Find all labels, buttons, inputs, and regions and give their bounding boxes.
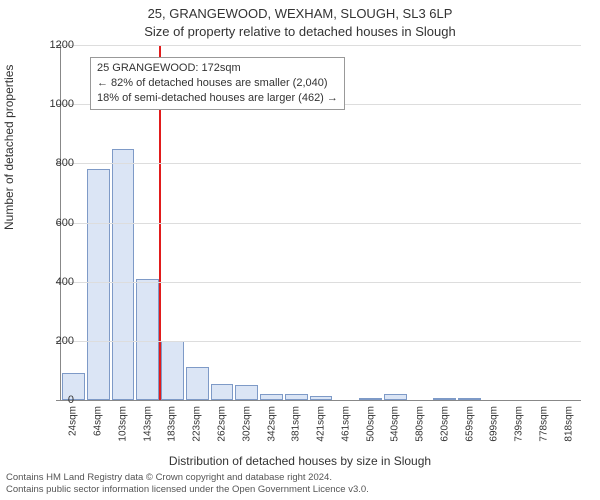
x-tick-label: 183sqm	[167, 406, 178, 442]
bar	[458, 398, 481, 400]
y-tick-label: 1000	[44, 98, 74, 110]
x-tick-label: 64sqm	[93, 406, 104, 436]
x-tick-label: 103sqm	[117, 406, 128, 442]
x-tick-label: 421sqm	[316, 406, 327, 442]
footer-line2: Contains public sector information licen…	[6, 484, 594, 496]
x-tick-label: 500sqm	[365, 406, 376, 442]
gridline	[61, 223, 581, 224]
bar	[112, 149, 135, 400]
annotation-line: 18% of semi-detached houses are larger (…	[97, 91, 338, 106]
x-tick-label: 24sqm	[68, 406, 79, 436]
x-tick-label: 699sqm	[489, 406, 500, 442]
x-tick-label: 262sqm	[216, 406, 227, 442]
annotation-line: 25 GRANGEWOOD: 172sqm	[97, 61, 338, 76]
chart-title-line2: Size of property relative to detached ho…	[0, 24, 600, 39]
x-tick-label: 302sqm	[241, 406, 252, 442]
gridline	[61, 163, 581, 164]
bar	[285, 394, 308, 400]
y-axis-label: Number of detached properties	[2, 65, 16, 230]
bar	[87, 169, 110, 400]
bar	[235, 385, 258, 400]
bar	[384, 394, 407, 400]
bar	[136, 279, 159, 400]
y-tick-label: 0	[44, 394, 74, 406]
x-tick-label: 143sqm	[142, 406, 153, 442]
x-tick-label: 342sqm	[266, 406, 277, 442]
x-tick-label: 223sqm	[192, 406, 203, 442]
annotation-line: ← 82% of detached houses are smaller (2,…	[97, 76, 338, 91]
bar	[359, 398, 382, 400]
y-tick-label: 600	[44, 217, 74, 229]
gridline	[61, 45, 581, 46]
bar	[161, 341, 184, 400]
footer-attribution: Contains HM Land Registry data © Crown c…	[0, 472, 600, 498]
gridline	[61, 341, 581, 342]
x-tick-label: 461sqm	[340, 406, 351, 442]
x-tick-label: 620sqm	[439, 406, 450, 442]
y-tick-label: 400	[44, 276, 74, 288]
bar	[186, 367, 209, 400]
x-tick-label: 739sqm	[514, 406, 525, 442]
footer-line1: Contains HM Land Registry data © Crown c…	[6, 472, 594, 484]
chart-title-line1: 25, GRANGEWOOD, WEXHAM, SLOUGH, SL3 6LP	[0, 6, 600, 21]
x-tick-label: 659sqm	[464, 406, 475, 442]
chart-container: 25, GRANGEWOOD, WEXHAM, SLOUGH, SL3 6LP …	[0, 0, 600, 500]
bar	[433, 398, 456, 400]
bar	[211, 384, 234, 400]
x-tick-label: 818sqm	[563, 406, 574, 442]
bar	[310, 396, 333, 400]
x-axis-label: Distribution of detached houses by size …	[0, 454, 600, 468]
x-tick-label: 540sqm	[390, 406, 401, 442]
x-tick-label: 381sqm	[291, 406, 302, 442]
annotation-box: 25 GRANGEWOOD: 172sqm← 82% of detached h…	[90, 57, 345, 110]
y-tick-label: 800	[44, 157, 74, 169]
x-tick-label: 580sqm	[415, 406, 426, 442]
y-tick-label: 1200	[44, 39, 74, 51]
y-tick-label: 200	[44, 335, 74, 347]
gridline	[61, 282, 581, 283]
x-tick-label: 778sqm	[538, 406, 549, 442]
bar	[260, 394, 283, 400]
